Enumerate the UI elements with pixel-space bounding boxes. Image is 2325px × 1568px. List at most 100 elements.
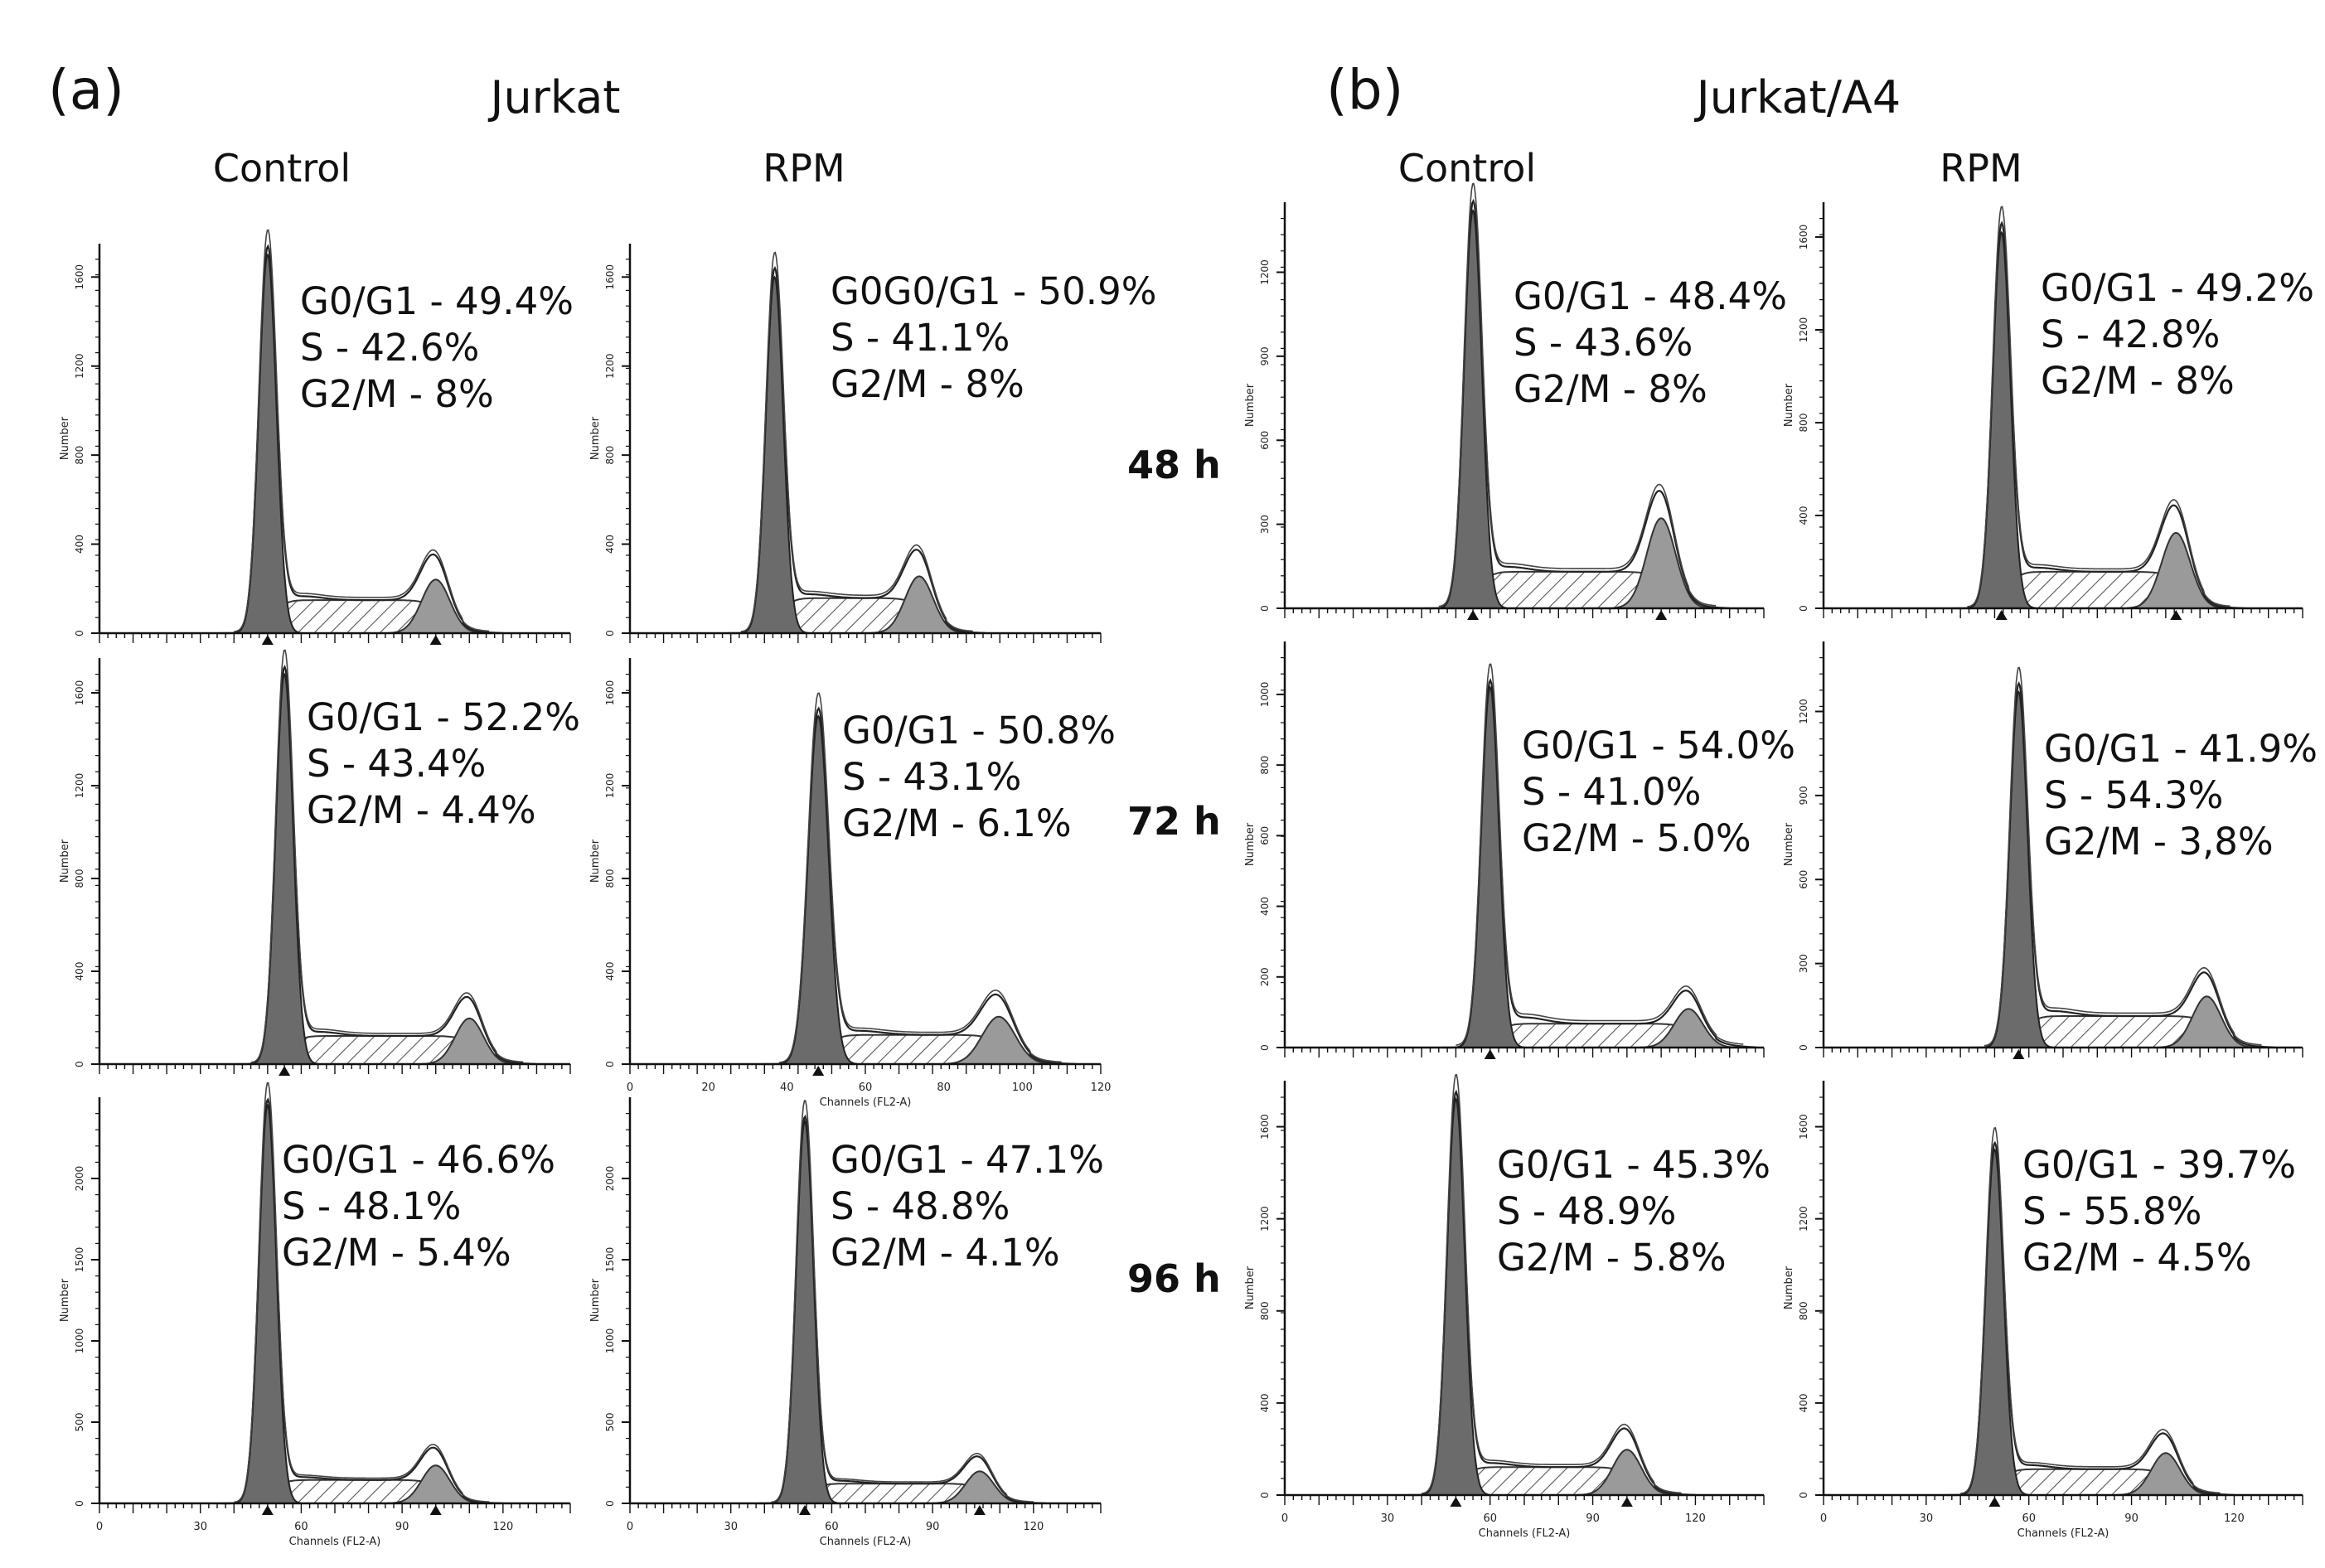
stat-g2m: G2/M - 4.5% [2022, 1236, 2252, 1280]
stats-a-control-48: G0/G1 - 49.4% S - 42.6% G2/M - 8% [300, 278, 574, 418]
histogram-g2m-peak [1578, 1449, 1675, 1496]
col-title-a-rpm: RPM [763, 146, 845, 191]
stat-g2m: G2/M - 5.4% [282, 1231, 511, 1275]
y-tick-label: 1600 [74, 264, 85, 290]
peak-marker-triangle [279, 1066, 291, 1076]
y-tick-label: 300 [1259, 515, 1271, 534]
x-tick-label: 30 [1920, 1512, 1934, 1525]
stat-s: S - 42.6% [300, 326, 480, 370]
histogram-fit-outline [1438, 182, 1717, 607]
histogram-g2m-peak [2158, 995, 2255, 1048]
x-tick-label: 90 [1586, 1512, 1600, 1525]
stat-g2m: G2/M - 6.1% [842, 801, 1072, 845]
stat-g2m: G2/M - 8% [2041, 359, 2235, 403]
y-tick-label: 0 [1259, 1492, 1271, 1498]
y-tick-label: 600 [1259, 431, 1271, 450]
stat-g1: G0/G1 - 46.6% [282, 1138, 555, 1182]
x-tick-label: 120 [2224, 1512, 2245, 1525]
histogram-fit-outline [1421, 1073, 1682, 1494]
y-axis-label: Number [59, 839, 71, 883]
time-label-96h: 96 h [1127, 1256, 1221, 1301]
stat-g1: G0G0/G1 - 50.9% [831, 269, 1157, 313]
x-tick-label: 120 [492, 1521, 513, 1533]
y-tick-label: 1200 [604, 353, 616, 379]
col-title-b-control: Control [1397, 146, 1537, 191]
peak-marker-triangle [2170, 610, 2182, 620]
histogram-raw-outline [1441, 678, 1756, 1049]
time-label-48h: 48 h [1127, 443, 1221, 487]
histogram-fit-outline [1960, 1126, 2221, 1494]
x-tick-label: 0 [627, 1082, 633, 1094]
y-axis-label: Number [1783, 383, 1795, 427]
y-tick-label: 1200 [1259, 1206, 1271, 1232]
histogram-g2m-peak [932, 1470, 1027, 1504]
x-tick-label: 60 [2022, 1512, 2036, 1525]
x-tick-label: 60 [294, 1521, 308, 1533]
stat-g2m: G2/M - 4.1% [831, 1231, 1060, 1275]
histogram-g2m-peak [871, 575, 966, 634]
y-tick-label: 1500 [604, 1247, 616, 1273]
stat-s: S - 43.6% [1514, 321, 1693, 365]
hist-b-control-96: 0 400 800 1200 1600 Number 0 30 60 90 120 Channels … [1244, 1073, 1765, 1540]
y-tick-label: 1200 [604, 773, 616, 799]
col-title-b-rpm: RPM [1940, 146, 2022, 191]
y-tick-label: 0 [604, 1061, 616, 1067]
stats-b-control-48: G0/G1 - 48.4% S - 43.6% G2/M - 8% [1514, 273, 1787, 413]
stat-s: S - 42.8% [2041, 312, 2221, 356]
histogram-fit-outline [1984, 666, 2262, 1047]
histogram-g0g1-peak [1421, 1097, 1491, 1496]
histogram-g2m-peak [2127, 531, 2225, 609]
col-title-a-control: Control [212, 146, 351, 191]
x-tick-label: 120 [1091, 1082, 1112, 1094]
y-tick-label: 0 [1798, 1492, 1809, 1498]
y-axis-label: Number [1244, 1266, 1257, 1309]
histogram-raw-outline [1425, 198, 1729, 610]
x-tick-label: 90 [395, 1521, 409, 1533]
x-tick-label: 80 [937, 1082, 951, 1094]
stat-s: S - 48.9% [1497, 1189, 1677, 1233]
y-tick-label: 500 [74, 1413, 85, 1432]
stat-g2m: G2/M - 5.8% [1497, 1236, 1727, 1280]
x-tick-label: 90 [2124, 1512, 2139, 1525]
x-tick-label: 30 [724, 1521, 738, 1533]
x-tick-label: 20 [701, 1082, 715, 1094]
y-tick-label: 500 [604, 1413, 616, 1432]
stat-s: S - 55.8% [2022, 1189, 2202, 1233]
stat-g1: G0/G1 - 47.1% [831, 1138, 1104, 1182]
stats-b-rpm-48: G0/G1 - 49.2% S - 42.8% G2/M - 8% [2041, 265, 2314, 404]
y-tick-label: 1600 [1259, 1114, 1271, 1140]
peak-marker-triangle [1620, 1497, 1633, 1507]
y-tick-label: 400 [604, 962, 616, 981]
y-axis-label: Number [59, 1278, 71, 1322]
histogram-raw-outline [1946, 1140, 2235, 1497]
x-tick-label: 0 [1281, 1512, 1288, 1525]
stat-g2m: G2/M - 8% [300, 372, 494, 416]
y-tick-label: 0 [1798, 605, 1809, 612]
y-axis-label: Number [1244, 383, 1257, 427]
histogram-g0g1-peak [1966, 230, 2037, 609]
histogram-raw-outline [1953, 220, 2245, 610]
peak-marker-triangle [973, 1505, 986, 1515]
time-label-72h: 72 h [1127, 799, 1221, 844]
panel-title-jurkat: Jurkat [490, 71, 621, 123]
y-tick-label: 1600 [604, 264, 616, 290]
histogram-g0g1-peak [233, 253, 302, 634]
stats-a-rpm-48: G0G0/G1 - 50.9% S - 41.1% G2/M - 8% [831, 269, 1156, 408]
y-tick-label: 600 [1259, 826, 1271, 845]
peak-marker-triangle [798, 1505, 811, 1515]
y-tick-label: 400 [1798, 506, 1809, 525]
histogram-fit-outline [1456, 663, 1744, 1046]
x-tick-label: 0 [96, 1521, 103, 1533]
peak-marker-triangle [1995, 610, 2008, 620]
hist-b-control-48: 0 300 600 900 1200 Number [1244, 182, 1765, 620]
y-tick-label: 1600 [74, 680, 85, 706]
histogram-g0g1-peak [1984, 690, 2054, 1048]
y-tick-label: 1200 [1259, 259, 1271, 285]
peak-marker-triangle [261, 1505, 274, 1515]
y-tick-label: 300 [1798, 954, 1809, 973]
y-tick-label: 0 [1798, 1044, 1809, 1051]
stat-g2m: G2/M - 8% [1514, 367, 1707, 411]
y-tick-label: 1200 [74, 353, 85, 379]
histogram-g2m-peak [421, 1017, 517, 1065]
stat-g2m: G2/M - 5.0% [1522, 816, 1751, 860]
